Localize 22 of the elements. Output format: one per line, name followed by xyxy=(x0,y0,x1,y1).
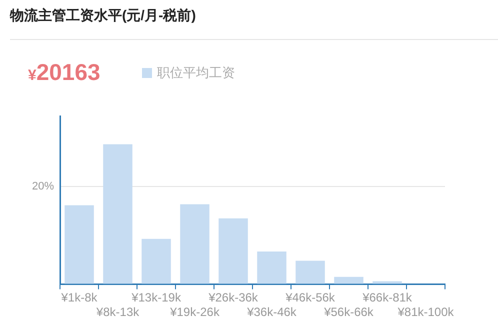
x-tick-label: ¥66k-81k xyxy=(362,290,413,305)
chart-subtitle: ¥20163 xyxy=(28,59,100,87)
bar xyxy=(218,218,248,284)
x-tick-label: ¥36k-46k xyxy=(246,305,298,320)
bar xyxy=(334,276,364,284)
bar xyxy=(64,205,94,284)
x-tick-label: ¥81k-100k xyxy=(396,305,455,320)
legend-label: 职位平均工资 xyxy=(157,64,235,82)
x-tick-label: ¥19k-26k xyxy=(169,305,220,320)
bar xyxy=(103,144,132,284)
x-tick-label: ¥46k-56k xyxy=(284,290,336,305)
x-tick-label: ¥26k-36k xyxy=(208,290,259,305)
chart-title: 物流主管工资水平(元/月-税前) xyxy=(10,7,196,25)
x-tick-label: ¥13k-19k xyxy=(130,290,182,305)
x-tick-label: ¥56k-66k xyxy=(323,305,374,320)
x-tick-label: ¥1k-8k xyxy=(60,290,98,305)
bar xyxy=(296,260,325,284)
x-tick-label: ¥8k-13k xyxy=(95,305,140,320)
y-tick-label: 20% xyxy=(32,180,54,193)
bar xyxy=(257,252,286,284)
bar xyxy=(180,204,210,284)
bar xyxy=(142,238,171,284)
